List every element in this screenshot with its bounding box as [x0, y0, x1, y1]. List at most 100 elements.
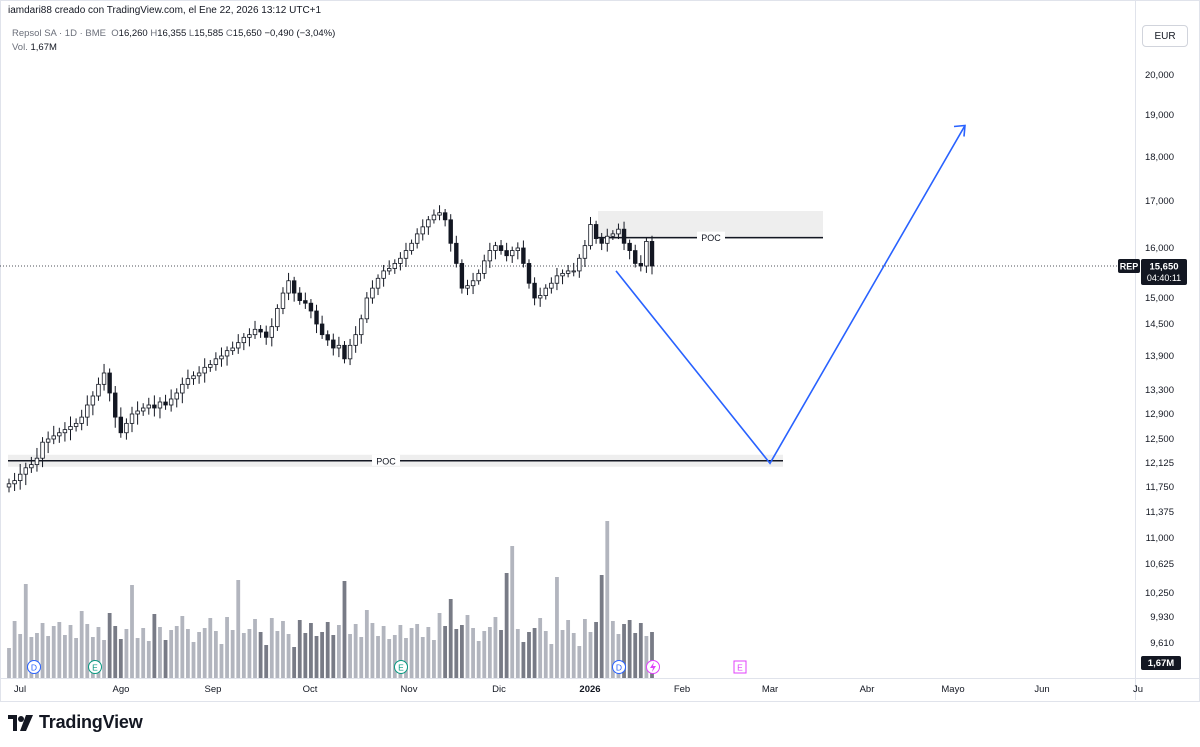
candle-body	[113, 392, 118, 418]
candle-body	[476, 272, 481, 282]
candle	[185, 369, 191, 389]
candle	[577, 254, 582, 278]
volume-bar	[454, 629, 459, 678]
candle-body	[543, 287, 548, 296]
candle	[331, 333, 336, 356]
price-tick-label: 11,750	[1146, 482, 1174, 493]
candle-body	[359, 318, 364, 336]
candle	[68, 416, 73, 441]
candle-body	[208, 364, 213, 368]
candle-body	[487, 250, 493, 262]
candle-body	[347, 344, 353, 360]
event-marker-label: E	[92, 663, 98, 673]
candle	[448, 214, 453, 252]
candle-body	[269, 326, 274, 338]
volume-bar	[499, 630, 503, 678]
candle	[359, 314, 364, 344]
volume-bar	[459, 625, 464, 678]
candle	[498, 240, 504, 255]
event-marker-circle	[27, 660, 41, 674]
candle-body	[593, 224, 599, 240]
volume-bar	[650, 632, 654, 678]
volume-bar	[191, 642, 196, 678]
candle-body	[40, 441, 45, 459]
candle	[403, 242, 409, 267]
candle	[370, 280, 375, 304]
candle	[168, 389, 174, 412]
volume-bar	[549, 644, 554, 678]
volume-bar	[616, 634, 621, 678]
candle-body	[370, 287, 375, 299]
candle-body	[465, 285, 470, 289]
candle	[543, 284, 548, 300]
candle	[510, 246, 515, 263]
candle	[532, 277, 537, 306]
candle-body	[73, 422, 79, 427]
legend-symbol[interactable]: Repsol SA · 1D · BME	[12, 28, 106, 39]
candle-body	[442, 212, 448, 221]
candle	[12, 472, 17, 491]
volume-bar	[398, 625, 403, 678]
candle	[593, 220, 599, 244]
volume-bar	[7, 648, 11, 678]
candle	[269, 318, 274, 347]
candle-body	[616, 228, 621, 235]
volume-bar	[571, 633, 576, 678]
time-tick-label: Ago	[113, 684, 130, 695]
candle	[213, 352, 219, 371]
volume-bar	[381, 626, 386, 678]
candle-body	[51, 435, 56, 440]
candle	[459, 259, 465, 294]
candle-body	[57, 432, 62, 437]
candle	[280, 287, 286, 315]
candle	[526, 259, 532, 289]
volume-bar	[208, 618, 213, 678]
candle	[258, 325, 263, 338]
symbol-badge-label: REP	[1120, 262, 1139, 272]
candle-body	[493, 245, 498, 251]
candle-body	[34, 457, 40, 466]
event-marker-circle	[394, 660, 408, 674]
volume-bar	[46, 636, 51, 678]
price-chart[interactable]: 20,000 19,000 18,000 17,000 16,000 15,000 14,5…	[0, 0, 1200, 700]
time-tick-label: Jul	[14, 684, 26, 695]
candle	[157, 397, 163, 419]
candle	[135, 401, 140, 425]
candle-body	[353, 334, 358, 346]
candle-body	[610, 233, 616, 237]
event-marker-label: E	[398, 663, 404, 673]
volume-bar	[57, 622, 62, 678]
volume-bar	[141, 628, 146, 678]
price-tick-label: 19,000	[1145, 110, 1174, 121]
volume-bar	[331, 635, 336, 678]
currency-button[interactable]: EUR	[1142, 25, 1188, 47]
candle	[40, 437, 45, 468]
legend-ohlc-o: O16,260	[108, 28, 148, 39]
candle-body	[532, 282, 537, 299]
volume-bar	[627, 620, 632, 678]
volume-bar	[18, 634, 23, 678]
candle	[180, 377, 185, 404]
candle-body	[381, 270, 386, 279]
time-tick-label: Feb	[674, 684, 690, 695]
event-marker: E	[88, 660, 102, 674]
candle	[29, 456, 34, 473]
candle-body	[403, 250, 409, 259]
candle	[560, 269, 565, 285]
candle	[420, 219, 425, 241]
candle	[588, 216, 593, 250]
volume-badge	[1141, 656, 1181, 670]
candle	[487, 242, 493, 268]
tradingview-logo[interactable]: TradingView	[8, 712, 143, 733]
candle-body	[191, 375, 196, 380]
volume-bar	[577, 646, 582, 678]
candle	[633, 244, 638, 268]
volume-bar	[74, 638, 78, 678]
candle-body	[258, 328, 263, 333]
candle	[465, 279, 470, 296]
event-marker-label: E	[737, 663, 743, 673]
volume-bar	[415, 624, 420, 678]
candle-body	[454, 242, 459, 264]
candle-body	[202, 366, 207, 374]
